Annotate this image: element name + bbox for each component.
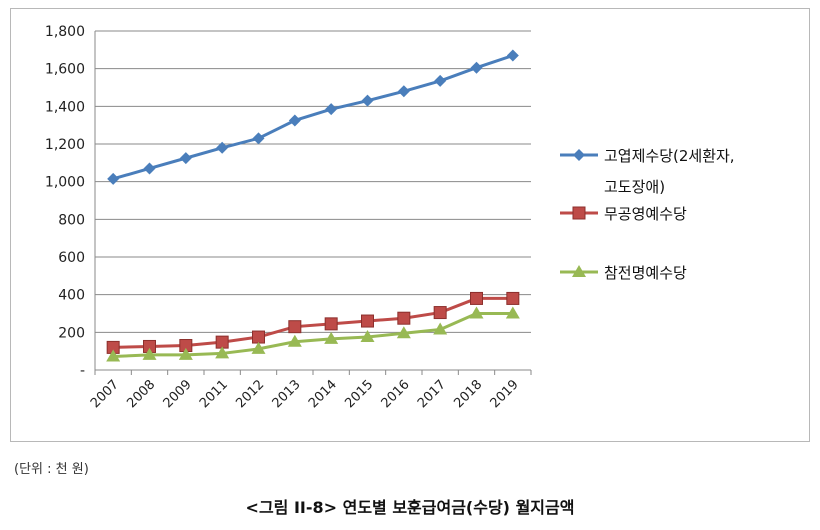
x-tick-label: 2019 bbox=[488, 377, 522, 411]
series-3-point bbox=[360, 330, 375, 343]
legend-swatch-marker bbox=[572, 265, 586, 277]
series-2-point bbox=[506, 291, 520, 305]
y-tick-label: 200 bbox=[58, 325, 85, 341]
series-2-point bbox=[397, 311, 411, 325]
y-tick-label: 1,600 bbox=[45, 62, 85, 78]
y-tick-label: 1,400 bbox=[45, 99, 85, 115]
y-tick-label: 1,800 bbox=[45, 24, 85, 40]
series-3-point bbox=[215, 346, 230, 359]
y-tick-label: 600 bbox=[58, 250, 85, 266]
series-1-point bbox=[107, 172, 120, 185]
x-tick-label: 2007 bbox=[88, 377, 122, 411]
series-2-point bbox=[470, 291, 483, 305]
series-line-1 bbox=[112, 54, 514, 181]
series-3-point bbox=[469, 306, 484, 319]
series-1-point bbox=[288, 114, 301, 127]
legend-label: 고엽제수당(2세환자, bbox=[604, 147, 735, 165]
series-3-point bbox=[251, 341, 266, 354]
legend-swatch-marker bbox=[572, 206, 586, 220]
series-2-point bbox=[433, 306, 447, 320]
x-tick-label: 2013 bbox=[270, 377, 304, 411]
series-1-point bbox=[143, 162, 156, 175]
x-tick-label: 2014 bbox=[306, 377, 340, 411]
legend-label: 참전명예수당 bbox=[604, 264, 687, 282]
series-2-point bbox=[324, 317, 338, 331]
y-tick-label: - bbox=[80, 363, 85, 379]
series-3-point bbox=[142, 347, 157, 360]
series-3-point bbox=[396, 326, 411, 339]
legend-label: 무공영예수당 bbox=[604, 205, 687, 223]
x-tick-label: 2015 bbox=[342, 377, 376, 411]
y-tick-label: 1,200 bbox=[45, 137, 85, 153]
series-1-point bbox=[434, 74, 447, 87]
line-chart: - 200 400 600 800 1,000 1,200 1,400 1,600 1,800 20… bbox=[45, 24, 735, 411]
series-1-point bbox=[470, 61, 483, 74]
series-line-3 bbox=[113, 312, 513, 358]
x-tick-label: 2008 bbox=[124, 377, 158, 411]
legend-label: 고도장애) bbox=[604, 178, 665, 196]
series-1-point bbox=[397, 85, 410, 98]
series-3-point bbox=[433, 322, 448, 335]
series-1-point bbox=[179, 152, 192, 165]
series-1-point bbox=[216, 141, 229, 154]
y-tick-label: 800 bbox=[58, 212, 85, 228]
series-1-point bbox=[506, 49, 519, 62]
x-tick-label: 2012 bbox=[233, 377, 267, 411]
series-3-point bbox=[106, 349, 121, 362]
x-tick-label: 2016 bbox=[379, 377, 413, 411]
series-2-point bbox=[215, 335, 229, 349]
series-1-point bbox=[252, 132, 265, 145]
x-tick-label: 2018 bbox=[451, 377, 485, 411]
x-tick-label: 2009 bbox=[161, 377, 195, 411]
x-tick-label: 2011 bbox=[197, 377, 231, 411]
figure-caption: <그림 II-8> 연도별 보훈급여금(수당) 월지금액 bbox=[245, 498, 575, 517]
series-3-point bbox=[287, 334, 302, 347]
series-2-point bbox=[252, 330, 265, 344]
y-tick-label: 1,000 bbox=[45, 175, 85, 191]
y-tick-label: 400 bbox=[58, 288, 85, 304]
series-1-point bbox=[361, 94, 374, 107]
series-1-point bbox=[325, 103, 338, 116]
series-2-point bbox=[288, 320, 302, 334]
x-tick-label: 2017 bbox=[415, 377, 449, 411]
series-2-point bbox=[361, 314, 374, 328]
series-3-point bbox=[178, 347, 193, 360]
legend-swatch-marker bbox=[573, 149, 585, 161]
series-3-point bbox=[505, 306, 520, 319]
unit-note: (단위 : 천 원) bbox=[14, 462, 89, 477]
series-3-point bbox=[324, 331, 339, 344]
